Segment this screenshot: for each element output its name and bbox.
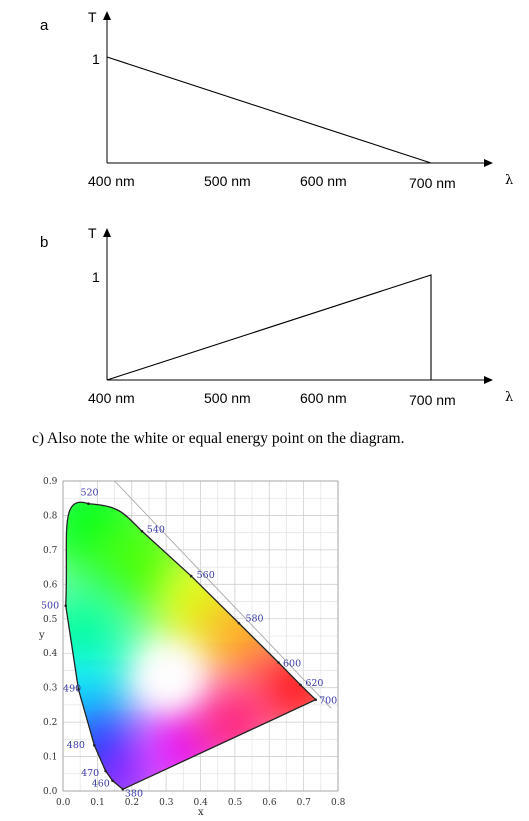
- x-tick-label-a-400: 400 nm: [88, 173, 135, 189]
- y-tick-label: 0.3: [43, 684, 58, 694]
- y-tick-label: 0.8: [43, 511, 58, 521]
- locus-marker: [104, 769, 107, 773]
- plot-frame: [62, 480, 339, 792]
- x-axis-arrow-b: [484, 376, 493, 384]
- x-tick-label-b-500: 500 nm: [204, 390, 251, 406]
- x-tick-label: 0.1: [90, 798, 104, 808]
- cie-overlays: [64, 480, 332, 791]
- y-tick-label: 0.7: [43, 546, 58, 556]
- y-tick-label: 0.0: [43, 787, 58, 797]
- x-tick-label: 0.7: [297, 798, 312, 808]
- x-tick-label: 0.3: [159, 798, 174, 808]
- transmission-line-b: [106, 274, 432, 381]
- x-axis-symbol-a: λ: [505, 173, 513, 188]
- x-tick-label-a-700: 700 nm: [409, 175, 456, 191]
- wavelength-label-520: 520: [80, 488, 98, 499]
- wavelength-label-490: 490: [63, 683, 81, 694]
- x-axis-arrow-a: [484, 159, 493, 167]
- wavelength-label-460: 460: [92, 779, 110, 790]
- y-tick-label: 0.6: [43, 580, 58, 590]
- y-axis-arrow-b: [103, 228, 111, 237]
- x-tick-label: 0.4: [194, 798, 209, 808]
- y-tick-label: 0.9: [43, 477, 58, 487]
- transmission-plot-a: a T 1 400 nm 500 nm 600 nm 700 nm λ: [40, 9, 513, 191]
- gamut-color-blobs: [65, 502, 316, 790]
- locus-marker: [314, 698, 317, 702]
- y-axis-title-b: T: [88, 225, 97, 241]
- wavelength-label-560: 560: [197, 570, 215, 581]
- locus-marker: [277, 661, 280, 664]
- locus-marker: [237, 621, 241, 625]
- gamut-blob: [86, 745, 157, 790]
- x-tick-label: 0.2: [125, 798, 139, 808]
- transmission-curve-a: [106, 56, 432, 164]
- wavelength-label-580: 580: [245, 613, 263, 624]
- x-axis-symbol-b: λ: [505, 390, 513, 405]
- x-tick-label: 0.0: [56, 798, 71, 808]
- wavelength-label-600: 600: [283, 659, 301, 670]
- x-tick-label-b-700: 700 nm: [409, 392, 456, 408]
- transmission-curve-b: [106, 274, 432, 381]
- y-axis-arrow-a: [103, 11, 111, 20]
- cie-y-axis-label: y: [38, 630, 45, 641]
- locus-marker: [87, 502, 90, 506]
- wavelength-label-480: 480: [67, 740, 85, 751]
- y-tick-label: 0.1: [43, 753, 57, 763]
- x-tick-label: 0.5: [228, 798, 243, 808]
- cie-x-axis-label: x: [198, 807, 204, 818]
- diagonal-line: [114, 480, 332, 709]
- locus-marker: [77, 688, 80, 691]
- x-tick-label-b-600: 600 nm: [300, 390, 347, 406]
- transmission-plot-b: b T 1 400 nm 500 nm 600 nm 700 nm λ: [40, 225, 513, 408]
- wavelength-label-470: 470: [81, 768, 99, 779]
- y-axis-title-a: T: [88, 9, 97, 25]
- panel-label-a: a: [40, 17, 49, 34]
- locus-marker: [140, 529, 144, 533]
- wavelength-label-620: 620: [305, 678, 323, 689]
- x-tick-label: 0.6: [262, 798, 277, 808]
- caption: c) Also note the white or equal energy p…: [32, 430, 405, 447]
- locus-marker: [121, 787, 125, 791]
- wavelength-label-700: 700: [319, 696, 337, 707]
- locus-marker: [299, 683, 302, 687]
- y-tick-label: 0.4: [43, 649, 58, 659]
- cie-tick-labels: 0.0 0.1 0.2 0.3 0.4 0.5 0.6 0.7 0.8 0.0 0.1 0.2 0.3 0…: [43, 477, 346, 808]
- y-tick-label-a: 1: [92, 51, 100, 67]
- cie-chromaticity-diagram: 0.0 0.1 0.2 0.3 0.4 0.5 0.6 0.7 0.8 0.0 0.1 0.2 0.3 0…: [38, 477, 346, 818]
- gamut-blob: [251, 642, 316, 733]
- transmission-line-a: [106, 56, 432, 164]
- wavelength-label-500: 500: [41, 601, 59, 612]
- wavelength-label-540: 540: [147, 524, 165, 535]
- locus-marker: [92, 743, 96, 747]
- locus-marker: [64, 604, 68, 607]
- locus-marker: [111, 779, 114, 782]
- locus-marker: [189, 574, 193, 578]
- y-tick-label: 0.2: [43, 718, 57, 728]
- y-tick-label: 0.5: [43, 615, 58, 625]
- x-tick-label-a-600: 600 nm: [300, 173, 347, 189]
- x-tick-label-b-400: 400 nm: [88, 390, 135, 406]
- y-tick-label-b: 1: [92, 269, 100, 285]
- white-point-glow: [137, 645, 202, 710]
- x-tick-label-a-500: 500 nm: [204, 173, 251, 189]
- x-tick-label: 0.8: [331, 798, 346, 808]
- panel-label-b: b: [40, 234, 48, 251]
- gamut-fill: [65, 502, 316, 790]
- wavelength-label-380: 380: [125, 788, 143, 799]
